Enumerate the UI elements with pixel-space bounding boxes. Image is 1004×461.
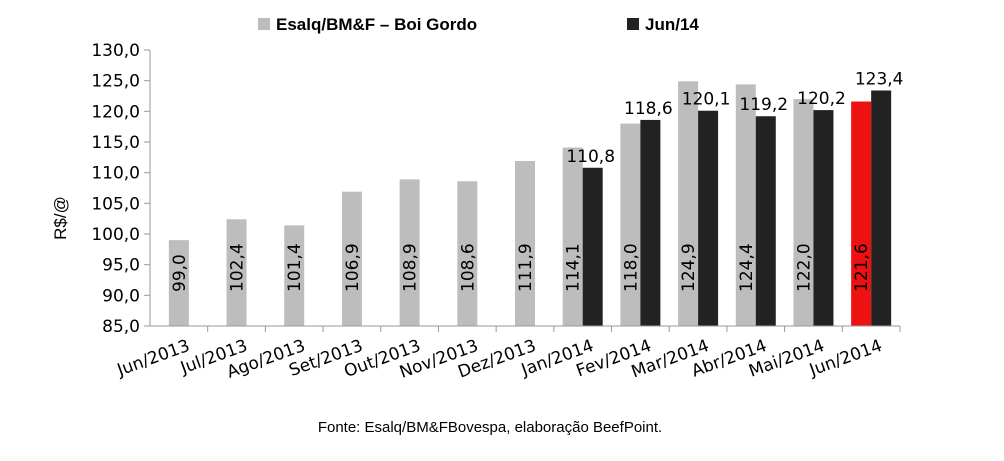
- bar-label-jun14: 120,2: [797, 89, 846, 109]
- bar-boi-gordo: [678, 81, 699, 326]
- bar-label-boi-gordo: 102,4: [228, 243, 248, 292]
- y-axis-ticks: 85,0 90,0 95,0 100,0 105,0 110,0 115,0 120,0 125…: [91, 41, 150, 337]
- bar-jun14: [582, 167, 603, 326]
- bar-label-boi-gordo: 108,6: [458, 243, 478, 292]
- bar-boi-gordo: [284, 225, 305, 326]
- bar-label-boi-gordo: 101,4: [285, 243, 305, 292]
- bar-boi-gordo: [341, 191, 362, 326]
- bar-boi-gordo: [620, 123, 641, 326]
- bar-label-boi-gordo: 121,6: [852, 243, 872, 292]
- legend-swatch-boi-gordo: [258, 18, 270, 30]
- bar-boi-gordo: [457, 181, 478, 326]
- y-tick-label: 95,0: [102, 256, 140, 276]
- bar-boi-gordo: [793, 99, 814, 326]
- bar-labels: 99,0 102,4 101,4 106,9 108,9 108,6 111,9 114,1 1…: [170, 69, 904, 292]
- bar-boi-gordo: [562, 147, 583, 326]
- bar-label-jun14: 120,1: [682, 90, 731, 110]
- bar-label-boi-gordo: 122,0: [794, 243, 814, 292]
- bar-jun14: [640, 119, 661, 326]
- legend-swatch-jun14: [627, 18, 639, 30]
- y-tick-label: 120,0: [91, 102, 140, 122]
- source-note: Fonte: Esalq/BM&FBovespa, elaboração Bee…: [318, 419, 662, 436]
- bar-label-boi-gordo: 124,4: [737, 243, 757, 292]
- bar-boi-gordo: [515, 161, 535, 326]
- y-tick-label: 105,0: [91, 194, 140, 214]
- bar-jun14: [698, 110, 719, 326]
- y-tick-label: 110,0: [91, 164, 140, 184]
- bar-boi-gordo: [226, 219, 247, 326]
- y-tick-label: 90,0: [102, 286, 140, 306]
- bars: [168, 81, 892, 327]
- bar-jun14: [871, 90, 892, 326]
- y-tick-label: 115,0: [91, 133, 140, 153]
- bar-boi-gordo: [399, 179, 420, 326]
- y-axis-label: R$/@: [51, 196, 70, 240]
- legend: Esalq/BM&F – Boi Gordo Jun/14: [258, 15, 699, 34]
- bar-label-boi-gordo: 114,1: [564, 243, 584, 292]
- bar-label-jun14: 123,4: [855, 69, 904, 89]
- y-tick-label: 130,0: [91, 41, 140, 61]
- bar-label-jun14: 118,6: [624, 99, 673, 119]
- bar-jun14: [755, 116, 776, 327]
- bar-label-boi-gordo: 118,0: [621, 243, 641, 292]
- bar-boi-gordo: [851, 101, 872, 327]
- bar-boi-gordo: [735, 84, 756, 326]
- y-tick-label: 125,0: [91, 72, 140, 92]
- bar-jun14: [813, 110, 834, 327]
- bar-label-boi-gordo: 106,9: [343, 243, 363, 292]
- bar-label-jun14: 119,2: [739, 95, 788, 115]
- legend-label-jun14: Jun/14: [645, 15, 699, 34]
- bar-label-boi-gordo: 99,0: [170, 254, 190, 292]
- y-tick-label: 85,0: [102, 317, 140, 337]
- bar-label-boi-gordo: 108,9: [401, 243, 421, 292]
- legend-label-boi-gordo: Esalq/BM&F – Boi Gordo: [276, 15, 477, 34]
- x-axis-ticks: Jun/2013Jul/2013Ago/2013Set/2013Out/2013…: [114, 326, 901, 383]
- y-tick-label: 100,0: [91, 225, 140, 245]
- bar-label-boi-gordo: 111,9: [516, 243, 536, 292]
- bar-boi-gordo: [168, 240, 189, 326]
- bar-label-boi-gordo: 124,9: [679, 243, 699, 292]
- bar-label-jun14: 110,8: [566, 147, 615, 167]
